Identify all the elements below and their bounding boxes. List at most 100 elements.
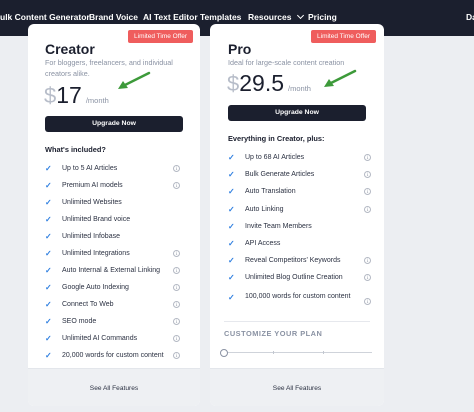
check-icon: ✓ bbox=[228, 273, 235, 283]
feature-item: ✓ Unlimited Websites bbox=[45, 197, 195, 213]
nav-resources-label: Resources bbox=[248, 12, 292, 22]
check-icon: ✓ bbox=[228, 239, 235, 248]
see-all-features-link[interactable]: See All Features bbox=[272, 385, 322, 392]
feature-label: Unlimited Blog Outline Creation bbox=[245, 274, 343, 282]
price-amount: 17 bbox=[56, 82, 82, 108]
feature-label: SEO mode bbox=[62, 318, 97, 325]
plan-slider-track[interactable] bbox=[224, 351, 372, 354]
feature-label: Unlimited Brand voice bbox=[62, 216, 131, 223]
feature-label: Unlimited AI Commands bbox=[62, 335, 138, 342]
feature-label: Bulk Generate Articles bbox=[245, 171, 315, 179]
green-arrow-annotation bbox=[324, 69, 357, 87]
nav-brand-voice[interactable]: Brand Voice bbox=[89, 12, 138, 22]
info-icon[interactable]: i bbox=[173, 352, 180, 359]
feature-label: Unlimited Integrations bbox=[62, 250, 130, 257]
feature-label: Auto Translation bbox=[245, 188, 296, 196]
price: $29.5/month bbox=[227, 70, 311, 97]
price: $17/month bbox=[44, 82, 109, 109]
feature-item: ✓ Unlimited Integrations i bbox=[45, 248, 195, 264]
card-footer: See All Features bbox=[210, 368, 384, 406]
check-icon: ✓ bbox=[228, 292, 235, 302]
plan-slider-handle[interactable] bbox=[220, 349, 228, 357]
divider bbox=[224, 321, 370, 322]
check-icon: ✓ bbox=[228, 204, 235, 214]
info-icon[interactable]: i bbox=[173, 301, 180, 308]
check-icon: ✓ bbox=[45, 266, 52, 275]
green-arrow-annotation bbox=[118, 71, 151, 89]
check-icon: ✓ bbox=[228, 256, 235, 266]
feature-item: ✓ API Access bbox=[228, 238, 378, 254]
upgrade-now-button[interactable]: Upgrade Now bbox=[228, 105, 366, 121]
feature-label: 20,000 words for custom content bbox=[62, 352, 164, 359]
feature-item: ✓ Reveal Competitors' Keywords i bbox=[228, 255, 378, 271]
info-icon[interactable]: i bbox=[364, 205, 371, 213]
nav-pricing[interactable]: Pricing bbox=[308, 12, 337, 22]
limited-offer-badge: Limited Time Offer bbox=[311, 30, 376, 43]
customize-plan-label: CUSTOMIZE YOUR PLAN bbox=[224, 329, 323, 338]
plan-description: For bloggers, freelancers, and individua… bbox=[45, 58, 173, 78]
check-icon: ✓ bbox=[228, 221, 235, 231]
plan-name: Creator bbox=[45, 41, 95, 57]
feature-item: ✓ Auto Translation i bbox=[228, 186, 378, 202]
check-icon: ✓ bbox=[45, 232, 52, 241]
feature-item: ✓ Premium AI models i bbox=[45, 180, 195, 196]
chevron-down-icon bbox=[297, 11, 305, 20]
info-icon[interactable]: i bbox=[173, 284, 180, 291]
feature-item: ✓ Bulk Generate Articles i bbox=[228, 169, 378, 185]
pricing-card-pro: Limited Time Offer Pro Ideal for large-s… bbox=[210, 24, 384, 406]
card-footer: See All Features bbox=[28, 368, 200, 406]
feature-label: Google Auto Indexing bbox=[62, 284, 129, 291]
feature-item: ✓ Google Auto Indexing i bbox=[45, 282, 195, 298]
info-icon[interactable]: i bbox=[364, 188, 371, 196]
nav-bulk-content-generator[interactable]: ulk Content Generator bbox=[0, 12, 90, 22]
feature-item: ✓ Unlimited Infobase bbox=[45, 231, 195, 247]
feature-item: ✓ Connect To Web i bbox=[45, 299, 195, 315]
price-amount: 29.5 bbox=[239, 70, 285, 96]
check-icon: ✓ bbox=[45, 300, 52, 309]
info-icon[interactable]: i bbox=[364, 171, 371, 179]
feature-label: Unlimited Websites bbox=[62, 199, 122, 206]
nav-resources[interactable]: Resources bbox=[248, 11, 305, 22]
slider-tick bbox=[323, 351, 324, 354]
feature-label: 100,000 words for custom content bbox=[245, 292, 351, 300]
price-period: /month bbox=[288, 84, 311, 93]
check-icon: ✓ bbox=[228, 153, 235, 162]
info-icon[interactable]: i bbox=[173, 335, 180, 342]
feature-item: ✓ Unlimited Brand voice bbox=[45, 214, 195, 230]
nav-ai-text-editor[interactable]: AI Text Editor bbox=[143, 12, 198, 22]
upgrade-now-button[interactable]: Upgrade Now bbox=[45, 116, 183, 132]
feature-label: Auto Linking bbox=[245, 205, 284, 213]
feature-item: ✓ Up to 68 AI Articles i bbox=[228, 152, 378, 168]
nav-templates[interactable]: Templates bbox=[200, 12, 242, 22]
limited-offer-badge: Limited Time Offer bbox=[128, 30, 193, 43]
price-currency: $ bbox=[227, 71, 240, 96]
info-icon[interactable]: i bbox=[173, 250, 180, 257]
feature-item: ✓ Unlimited Blog Outline Creation i bbox=[228, 272, 378, 288]
info-icon[interactable]: i bbox=[364, 274, 371, 282]
check-icon: ✓ bbox=[45, 283, 52, 292]
info-icon[interactable]: i bbox=[173, 267, 180, 274]
info-icon[interactable]: i bbox=[364, 257, 371, 265]
price-period: /month bbox=[85, 96, 109, 105]
feature-label: Connect To Web bbox=[62, 301, 114, 308]
feature-label: Premium AI models bbox=[62, 182, 123, 189]
see-all-features-link[interactable]: See All Features bbox=[89, 385, 139, 392]
feature-label: API Access bbox=[245, 240, 281, 247]
feature-item: ✓ Invite Team Members bbox=[228, 221, 378, 237]
check-icon: ✓ bbox=[45, 198, 52, 207]
check-icon: ✓ bbox=[45, 351, 52, 360]
slider-tick bbox=[273, 351, 274, 354]
info-icon[interactable]: i bbox=[364, 297, 371, 305]
check-icon: ✓ bbox=[45, 249, 52, 258]
info-icon[interactable]: i bbox=[173, 318, 180, 325]
section-title: What's included? bbox=[45, 145, 106, 154]
feature-label: Unlimited Infobase bbox=[62, 233, 120, 240]
info-icon[interactable]: i bbox=[364, 154, 371, 161]
check-icon: ✓ bbox=[45, 334, 52, 343]
feature-label: Up to 5 AI Articles bbox=[62, 165, 118, 172]
info-icon[interactable]: i bbox=[173, 165, 180, 172]
info-icon[interactable]: i bbox=[173, 182, 180, 189]
nav-account-truncated[interactable]: Da bbox=[466, 12, 474, 22]
feature-label: Auto Internal & External Linking bbox=[62, 267, 161, 274]
section-title: Everything in Creator, plus: bbox=[228, 134, 325, 143]
